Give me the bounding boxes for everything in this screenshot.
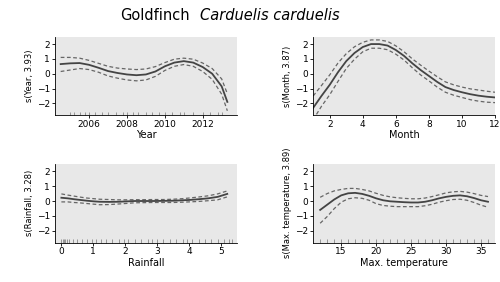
- Y-axis label: s(Year, 3.93): s(Year, 3.93): [25, 50, 34, 102]
- X-axis label: Rainfall: Rainfall: [128, 258, 164, 268]
- X-axis label: Year: Year: [136, 131, 156, 140]
- Y-axis label: s(Max. temperature, 3.89): s(Max. temperature, 3.89): [284, 148, 292, 259]
- X-axis label: Max. temperature: Max. temperature: [360, 258, 448, 268]
- Y-axis label: s(Month, 3.87): s(Month, 3.87): [284, 45, 292, 107]
- Y-axis label: s(Rainfall, 3.28): s(Rainfall, 3.28): [25, 170, 34, 236]
- X-axis label: Month: Month: [388, 131, 420, 140]
- Text: Goldfinch: Goldfinch: [120, 8, 190, 23]
- Text: Carduelis carduelis: Carduelis carduelis: [200, 8, 340, 23]
